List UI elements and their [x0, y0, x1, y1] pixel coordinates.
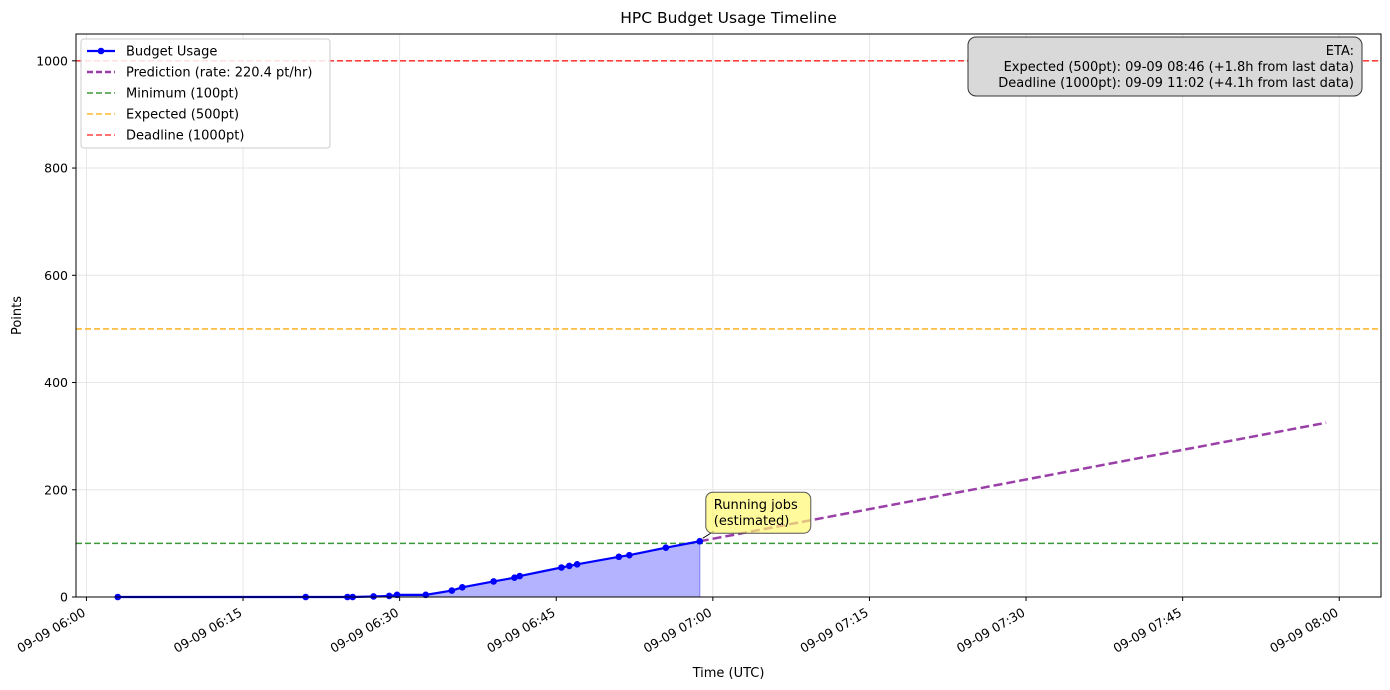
eta-box: ETA: Expected (500pt): 09-09 08:46 (+1.8… — [967, 36, 1363, 97]
data-point — [615, 553, 623, 561]
eta-box-background — [967, 36, 1363, 97]
x-tick-label: 09-09 06:00 — [14, 605, 88, 656]
legend-label: Expected (500pt) — [126, 108, 239, 123]
data-point — [448, 587, 456, 594]
data-point — [385, 592, 393, 600]
data-point — [558, 564, 565, 571]
legend-box — [80, 38, 331, 149]
eta-expected: Expected (500pt): 09-09 08:46 (+1.8h fro… — [1004, 60, 1354, 75]
legend: Budget Usage Prediction (rate: 220.4 pt/h… — [80, 38, 331, 149]
eta-heading: ETA: — [1326, 44, 1354, 59]
y-axis-ticks: 0 200 400 600 800 1000 — [36, 53, 76, 605]
x-axis-label: Time (UTC) — [692, 666, 765, 681]
y-tick-label: 400 — [44, 375, 68, 390]
legend-label: Prediction (rate: 220.4 pt/hr) — [126, 66, 312, 81]
data-point — [490, 578, 497, 585]
y-tick-label: 800 — [44, 161, 68, 176]
x-tick-label: 09-09 06:45 — [484, 605, 558, 656]
data-point — [662, 544, 670, 551]
legend-label: Budget Usage — [126, 45, 217, 60]
usage-area — [117, 540, 701, 598]
plot-frame — [75, 33, 1382, 598]
x-tick-label: 09-09 07:45 — [1111, 605, 1185, 656]
annotation-line: Running jobs — [714, 498, 798, 513]
y-tick-label: 600 — [44, 268, 68, 283]
data-point — [511, 574, 518, 581]
running-jobs-annotation: Running jobs (estimated) — [702, 491, 812, 539]
budget-usage-fill — [117, 540, 701, 598]
legend-label: Deadline (1000pt) — [126, 129, 244, 144]
x-tick-label: 09-09 07:30 — [954, 605, 1028, 656]
annotation-line: (estimated) — [714, 514, 790, 529]
data-markers — [114, 537, 704, 601]
legend-swatch-marker — [97, 47, 105, 55]
x-tick-label: 09-09 07:15 — [797, 605, 871, 656]
x-tick-label: 09-09 07:00 — [641, 605, 715, 656]
data-point — [696, 537, 704, 545]
data-point — [516, 572, 523, 580]
annotation-box — [705, 491, 812, 534]
legend-label: Minimum (100pt) — [126, 87, 239, 102]
x-tick-label: 09-09 08:00 — [1267, 605, 1341, 656]
y-tick-label: 200 — [44, 482, 68, 497]
data-point — [565, 562, 573, 570]
x-tick-label: 09-09 06:15 — [171, 605, 245, 656]
y-tick-label: 0 — [60, 590, 68, 605]
chart-title: HPC Budget Usage Timeline — [620, 9, 837, 27]
y-axis-label: Points — [10, 296, 25, 335]
x-tick-label: 09-09 06:30 — [328, 605, 402, 656]
x-axis-ticks: 09-09 06:00 09-09 06:15 09-09 06:30 09-09 0… — [14, 597, 1341, 656]
data-point — [626, 551, 633, 559]
eta-deadline: Deadline (1000pt): 09-09 11:02 (+4.1h fr… — [998, 76, 1354, 91]
data-point — [573, 560, 581, 568]
data-point — [370, 593, 377, 600]
data-point — [458, 584, 466, 591]
y-tick-label: 1000 — [36, 53, 68, 68]
